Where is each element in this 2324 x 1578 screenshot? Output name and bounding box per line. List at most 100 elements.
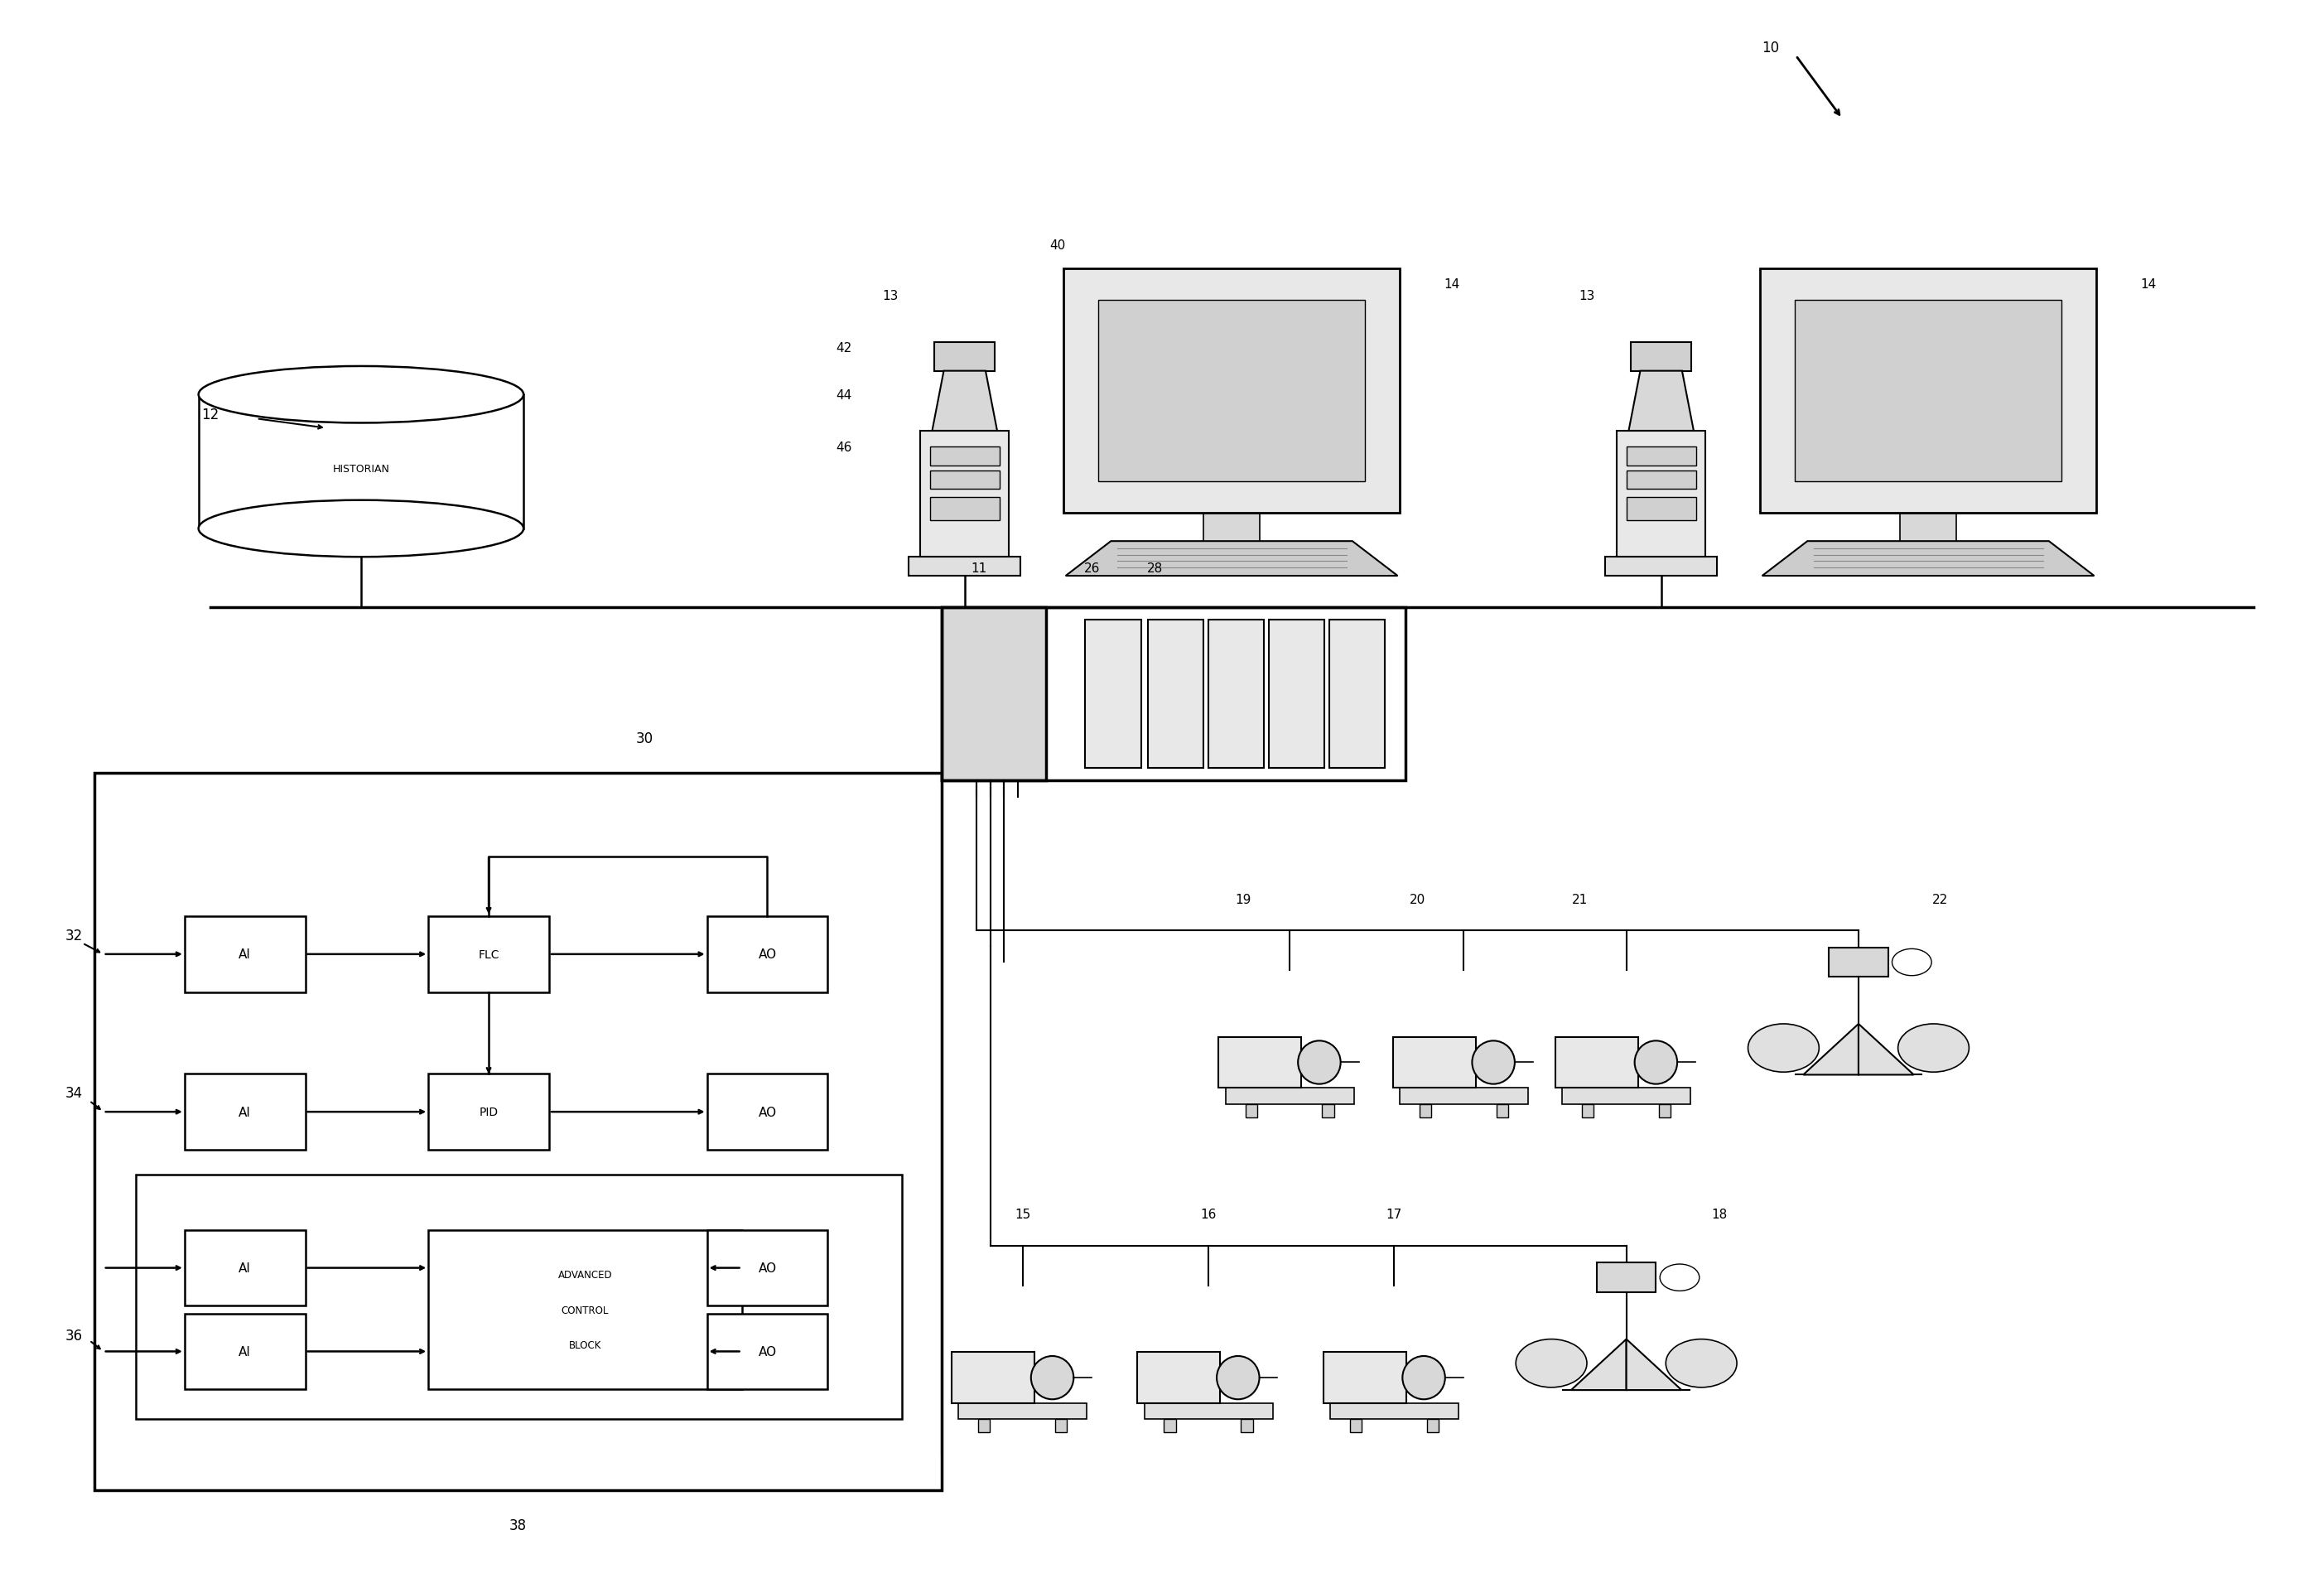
Bar [1627, 470, 1697, 489]
Text: AI: AI [239, 1262, 251, 1273]
Text: 20: 20 [1408, 893, 1425, 906]
Bar [1055, 1419, 1067, 1433]
Bar [706, 1075, 827, 1150]
Bar [920, 431, 1009, 557]
Bar [135, 1176, 902, 1419]
Bar [941, 608, 1406, 781]
Circle shape [1666, 1340, 1736, 1387]
Text: PID: PID [479, 1106, 497, 1117]
Text: AO: AO [758, 1346, 776, 1357]
Ellipse shape [1299, 1041, 1341, 1084]
Text: AO: AO [758, 948, 776, 961]
Bar [1322, 1352, 1406, 1403]
Bar [1606, 557, 1717, 576]
Bar [1631, 342, 1692, 371]
Text: HISTORIAN: HISTORIAN [332, 464, 390, 473]
Polygon shape [1859, 1024, 1913, 1075]
Bar [1136, 1352, 1220, 1403]
Ellipse shape [1032, 1356, 1074, 1400]
Bar [941, 608, 1046, 781]
Ellipse shape [198, 366, 523, 423]
Bar [1164, 1419, 1176, 1433]
Text: 12: 12 [202, 407, 218, 423]
Text: CONTROL: CONTROL [562, 1305, 609, 1314]
Text: AI: AI [239, 1106, 251, 1119]
Bar [428, 1075, 548, 1150]
Bar [1143, 1403, 1274, 1419]
Text: 13: 13 [1578, 290, 1594, 301]
Bar [930, 497, 999, 521]
Circle shape [1748, 1024, 1820, 1073]
Text: AO: AO [758, 1262, 776, 1273]
Bar [1618, 431, 1706, 557]
Bar [93, 773, 941, 1490]
Text: 19: 19 [1236, 893, 1250, 906]
Bar [428, 1231, 741, 1389]
Bar [1208, 620, 1264, 768]
Bar [1562, 1089, 1690, 1105]
Text: 10: 10 [1762, 41, 1780, 55]
Text: BLOCK: BLOCK [569, 1340, 602, 1351]
Bar [184, 917, 304, 993]
Polygon shape [1803, 1024, 1859, 1075]
Text: 13: 13 [883, 290, 899, 301]
Bar [1241, 1419, 1253, 1433]
Text: 22: 22 [1931, 893, 1948, 906]
Bar [1269, 620, 1325, 768]
Text: AI: AI [239, 1346, 251, 1357]
Text: 28: 28 [1148, 562, 1162, 574]
Text: 36: 36 [65, 1329, 81, 1343]
Circle shape [1899, 1024, 1968, 1073]
Circle shape [1659, 1264, 1699, 1291]
Bar [1204, 513, 1260, 541]
Bar [909, 557, 1020, 576]
Bar [1148, 620, 1204, 768]
Text: 44: 44 [837, 388, 853, 401]
Text: 16: 16 [1202, 1209, 1215, 1221]
Ellipse shape [1401, 1356, 1446, 1400]
Ellipse shape [1471, 1041, 1515, 1084]
Bar [1225, 1089, 1355, 1105]
Bar [1085, 620, 1141, 768]
Ellipse shape [1634, 1041, 1678, 1084]
Bar [1901, 513, 1957, 541]
Bar [1322, 1105, 1334, 1117]
Bar [1099, 300, 1364, 481]
Polygon shape [1571, 1340, 1627, 1390]
Text: 21: 21 [1571, 893, 1587, 906]
Text: 42: 42 [837, 341, 853, 353]
Bar [1329, 1403, 1457, 1419]
Text: 14: 14 [2140, 279, 2157, 290]
Bar [1392, 1037, 1476, 1089]
Text: 32: 32 [65, 928, 81, 944]
Text: AI: AI [239, 948, 251, 961]
Polygon shape [1627, 1340, 1683, 1390]
Polygon shape [1762, 541, 2094, 576]
Ellipse shape [1218, 1356, 1260, 1400]
Text: 15: 15 [1016, 1209, 1030, 1221]
Circle shape [1515, 1340, 1587, 1387]
Text: 26: 26 [1085, 562, 1099, 574]
Text: ADVANCED: ADVANCED [558, 1269, 611, 1280]
Bar [978, 1419, 990, 1433]
Polygon shape [1067, 541, 1397, 576]
Bar [1627, 497, 1697, 521]
Bar [1427, 1419, 1439, 1433]
Bar [706, 1231, 827, 1307]
Bar [951, 1352, 1034, 1403]
Bar [930, 470, 999, 489]
Bar [1555, 1037, 1638, 1089]
Bar [184, 1314, 304, 1389]
Bar [957, 1403, 1088, 1419]
Bar [184, 1231, 304, 1307]
Text: 11: 11 [971, 562, 988, 574]
Bar [706, 917, 827, 993]
Text: 38: 38 [509, 1518, 528, 1532]
Bar [1583, 1105, 1594, 1117]
Bar [1597, 1262, 1657, 1292]
Polygon shape [932, 371, 997, 431]
Bar [198, 394, 523, 529]
Bar [1350, 1419, 1362, 1433]
Text: 30: 30 [637, 731, 653, 746]
Ellipse shape [198, 500, 523, 557]
